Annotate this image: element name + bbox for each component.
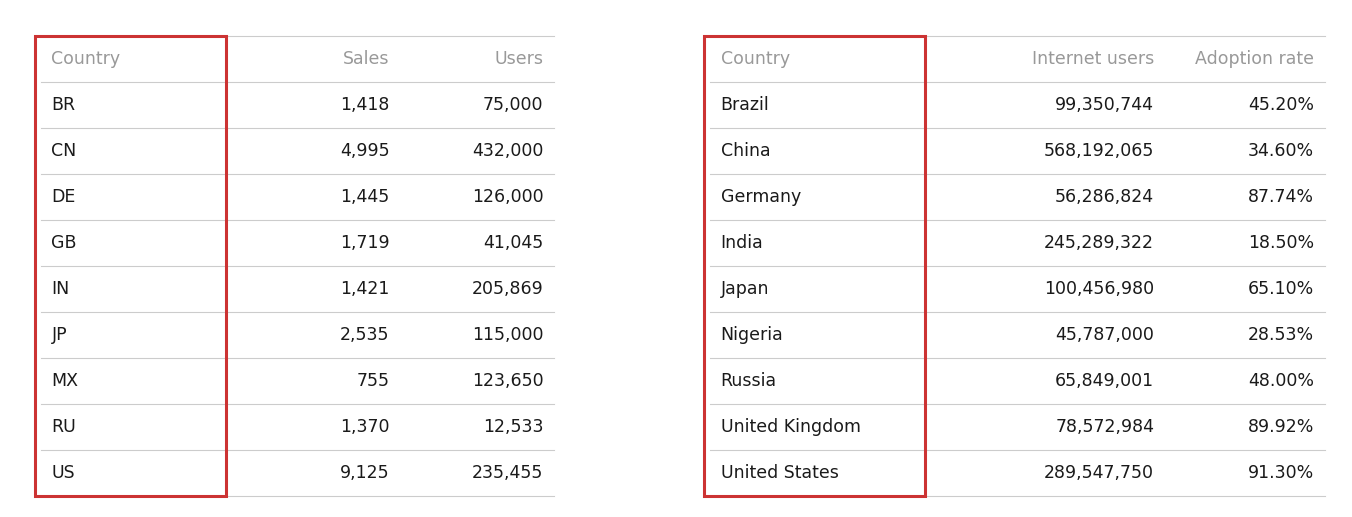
Text: Users: Users xyxy=(495,50,544,68)
Text: 123,650: 123,650 xyxy=(472,372,544,390)
Text: 87.74%: 87.74% xyxy=(1248,188,1314,206)
Text: 126,000: 126,000 xyxy=(472,188,544,206)
Text: BR: BR xyxy=(51,96,76,114)
Text: United States: United States xyxy=(721,464,838,482)
Text: Russia: Russia xyxy=(721,372,777,390)
Text: 28.53%: 28.53% xyxy=(1248,326,1314,344)
Text: 205,869: 205,869 xyxy=(472,280,544,298)
Text: United Kingdom: United Kingdom xyxy=(721,418,861,436)
Text: JP: JP xyxy=(51,326,68,344)
Text: 245,289,322: 245,289,322 xyxy=(1044,234,1155,252)
Text: Brazil: Brazil xyxy=(721,96,769,114)
Text: Country: Country xyxy=(51,50,120,68)
Text: 2,535: 2,535 xyxy=(339,326,389,344)
Text: 12,533: 12,533 xyxy=(483,418,544,436)
Text: 1,421: 1,421 xyxy=(339,280,389,298)
Text: 4,995: 4,995 xyxy=(339,142,389,160)
Text: Germany: Germany xyxy=(721,188,800,206)
Text: 1,418: 1,418 xyxy=(339,96,389,114)
Text: Sales: Sales xyxy=(343,50,389,68)
Text: 75,000: 75,000 xyxy=(483,96,544,114)
Text: Japan: Japan xyxy=(721,280,769,298)
Text: 1,445: 1,445 xyxy=(341,188,389,206)
Text: 48.00%: 48.00% xyxy=(1248,372,1314,390)
Text: Country: Country xyxy=(721,50,790,68)
Text: Internet users: Internet users xyxy=(1032,50,1155,68)
Text: 65,849,001: 65,849,001 xyxy=(1055,372,1155,390)
Text: 100,456,980: 100,456,980 xyxy=(1044,280,1155,298)
Text: 41,045: 41,045 xyxy=(483,234,544,252)
Text: 115,000: 115,000 xyxy=(472,326,544,344)
Text: 1,370: 1,370 xyxy=(339,418,389,436)
Text: Nigeria: Nigeria xyxy=(721,326,783,344)
Text: 65.10%: 65.10% xyxy=(1248,280,1314,298)
Text: 235,455: 235,455 xyxy=(472,464,544,482)
Text: 78,572,984: 78,572,984 xyxy=(1055,418,1155,436)
Text: 91.30%: 91.30% xyxy=(1248,464,1314,482)
Text: GB: GB xyxy=(51,234,77,252)
Text: US: US xyxy=(51,464,74,482)
Text: 1,719: 1,719 xyxy=(339,234,389,252)
Text: Adoption rate: Adoption rate xyxy=(1195,50,1314,68)
Text: 568,192,065: 568,192,065 xyxy=(1044,142,1155,160)
Text: MX: MX xyxy=(51,372,78,390)
Text: 99,350,744: 99,350,744 xyxy=(1055,96,1155,114)
Text: India: India xyxy=(721,234,764,252)
Text: DE: DE xyxy=(51,188,76,206)
Text: 34.60%: 34.60% xyxy=(1248,142,1314,160)
Text: 56,286,824: 56,286,824 xyxy=(1055,188,1155,206)
Text: China: China xyxy=(721,142,771,160)
Text: 89.92%: 89.92% xyxy=(1248,418,1314,436)
Text: IN: IN xyxy=(51,280,69,298)
Text: 45,787,000: 45,787,000 xyxy=(1056,326,1155,344)
Text: CN: CN xyxy=(51,142,77,160)
Text: 18.50%: 18.50% xyxy=(1248,234,1314,252)
Text: 755: 755 xyxy=(357,372,389,390)
Text: 9,125: 9,125 xyxy=(339,464,389,482)
Text: 45.20%: 45.20% xyxy=(1248,96,1314,114)
Text: RU: RU xyxy=(51,418,76,436)
Text: 432,000: 432,000 xyxy=(472,142,544,160)
Text: 289,547,750: 289,547,750 xyxy=(1044,464,1155,482)
